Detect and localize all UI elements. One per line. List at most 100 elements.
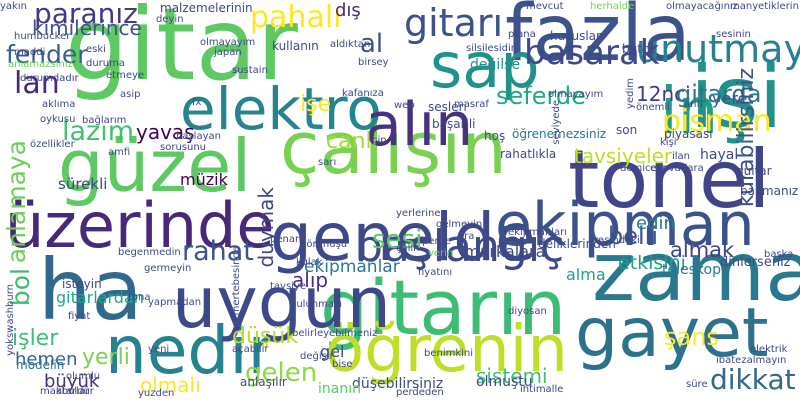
word-penam-128: penam	[270, 234, 305, 245]
word-anfi-113: anfi	[684, 99, 703, 110]
word-dinlerseniz-70: dinlerseniz	[720, 255, 791, 270]
word-pis-man-39: pişman	[662, 104, 772, 139]
word-12nci-40: 12nci	[636, 82, 691, 106]
word-humbucker-94: humbucker	[14, 31, 71, 42]
word-o-zellikler-101: özellikler	[30, 139, 75, 150]
word-manyetiklerin-93: manyetiklerin	[730, 1, 799, 12]
word-fiyat-143: fiyat	[68, 311, 91, 322]
word-bu-tc-e-88: bütçe	[622, 42, 656, 56]
word-laz-m-29: lazım	[62, 116, 135, 147]
word-anlas-l-r-75: anlaşılır	[240, 375, 287, 389]
word-almak-45: almak	[670, 238, 735, 262]
word-verin-119: verin	[428, 248, 454, 259]
word-uygun-14: uygun	[172, 262, 391, 344]
word-gelen-50: gelen	[245, 358, 318, 388]
word-unutmay-n-22: unutmayın	[636, 27, 800, 71]
word-hemen-55: hemen	[15, 349, 78, 370]
word-isteyin-124: isteyin	[62, 277, 102, 291]
word-olumlu-141: olumlu	[66, 371, 101, 382]
word-silsilesidir-158: silsilesidir	[466, 43, 515, 54]
word-birsey-159: birsey	[358, 57, 389, 68]
word-akl-ma-98: aklıma	[42, 99, 76, 110]
word-ha-5: ha	[38, 241, 143, 339]
word-japan-107: japan	[214, 47, 242, 58]
word-seferde-37: seferde	[496, 82, 586, 110]
word-perde-165: perde	[422, 236, 451, 247]
word-plana-157: plana	[508, 29, 536, 40]
word-yuzden-137: yuzden	[138, 388, 175, 399]
word-bise-134: bise	[332, 359, 353, 370]
word-al-p-59: alıp	[292, 268, 329, 292]
word-olmus-tu-73: olmuştu	[476, 374, 533, 390]
word-etmeye-149: etmeye	[106, 70, 145, 81]
word-alma-68: alma	[566, 265, 606, 284]
word-seviyede-111: seviyede	[551, 100, 562, 145]
word-deg-ilse-64: değilse	[470, 57, 521, 73]
word-ara-118: ara	[458, 231, 475, 242]
word-bakman-z-79: bakmanız	[740, 184, 799, 198]
word-d-s-61: dış	[335, 0, 361, 21]
word-yak-n-150: yakın	[0, 1, 27, 12]
word-tavsiye-123: tavsiye	[270, 281, 307, 292]
word-pahal-24: pahalı	[250, 0, 342, 35]
word-hos-82: hoş	[484, 129, 506, 143]
word-su-rekli-65: sürekli	[58, 175, 108, 193]
word-kulak-164: kulak	[296, 257, 323, 268]
word-anlamazs-n-z-96: anlamazsınız	[8, 59, 73, 70]
word-fx-174: fx	[192, 97, 202, 108]
word-demicem-160: demicem	[620, 163, 667, 174]
word-yavas-30: yavaş	[136, 120, 195, 144]
word-kullan-n-105: kullanın	[272, 39, 319, 53]
word-nedir-13: nedir	[105, 312, 275, 389]
word-sorusunu-169: sorusunu	[160, 142, 207, 153]
word-kis-i-114: kişi	[660, 137, 677, 148]
word-sesi-57: sesi	[372, 225, 423, 255]
word-durumdad-r-97: durumdadır	[20, 73, 79, 84]
word-deg-is-ir-139: değişir	[300, 351, 334, 362]
word-kimilerince-26: kimilerince	[32, 16, 142, 40]
word-belli-43: belli	[608, 222, 659, 250]
word-bulunmas-129: bulunması	[290, 299, 342, 310]
word-go-ru-nu-s-u-163: görünüşü	[300, 239, 348, 250]
word-bas-arili-81: başarili	[432, 117, 476, 131]
word-canl-36: canlı	[326, 129, 378, 154]
word-masraf-110: masraf	[454, 99, 489, 110]
word-begenmedin-102: begenmedin	[118, 247, 181, 258]
word-bas-layan-171: başlayan	[176, 131, 221, 142]
word-sistemi-49: sistemi	[476, 364, 548, 388]
word-mu-zik-33: müzik	[180, 170, 228, 189]
word-olmal-52: olmalı	[140, 373, 201, 397]
word-ilan-162: ilan	[672, 151, 691, 162]
word-u-zerinde-4: üzerinde	[5, 189, 275, 262]
word-sap-17: sap	[430, 29, 540, 102]
word-tonel-10: tonel	[568, 133, 771, 226]
word-ibatezalmay-n-152: ibatezalmayın	[716, 355, 787, 366]
word-c-in-115: çin	[372, 135, 387, 146]
word-bas-lang-c-20: başlangıç	[355, 221, 565, 272]
word-c-al-n-125: çalın	[396, 243, 420, 254]
word-perdeden-133: perdeden	[396, 387, 444, 398]
word-ald-ktan-106: aldıktan	[330, 39, 371, 50]
word-anlamaya-31: anlamaya	[2, 140, 31, 264]
word-olmayacag-n-z-92: olmayacağınız	[666, 1, 738, 12]
word-gel-71: gel	[320, 342, 345, 361]
word-hususlar-87: hususlar	[550, 29, 601, 43]
word-aras-ndaki-155: arasındaki	[588, 235, 640, 246]
word-makbuldu-r-136: makbuldür	[40, 386, 94, 397]
word-ac-abilir-138: açabilir	[232, 344, 269, 355]
word-belirleyebilmeniz-131: belirleyebilmeniz	[292, 328, 378, 339]
word-gelmeyin-166: gelmeyin	[436, 219, 483, 230]
word-tona-126: tona	[128, 292, 151, 303]
word-gitarda-41: gitarda	[676, 80, 762, 108]
word-ihtimalle-135: ihtimalle	[520, 384, 564, 395]
word-piyasas-85: piyasası	[664, 127, 713, 141]
word-yokswashburn-142: yokswashburn	[5, 284, 16, 356]
word-ekipmanlar-121: ekipmanları	[508, 227, 568, 238]
word-yerli-56: yerli	[82, 345, 130, 370]
word-gitar-0: gitar	[65, 0, 298, 103]
word-deyin-170: deyin	[156, 14, 184, 25]
word-atarlar-140: atarlar	[56, 386, 90, 397]
word-gitar-21: gitarı	[404, 1, 504, 45]
word-markalara-67: markalara	[464, 242, 546, 261]
word-is-e-62: işe	[300, 92, 332, 117]
